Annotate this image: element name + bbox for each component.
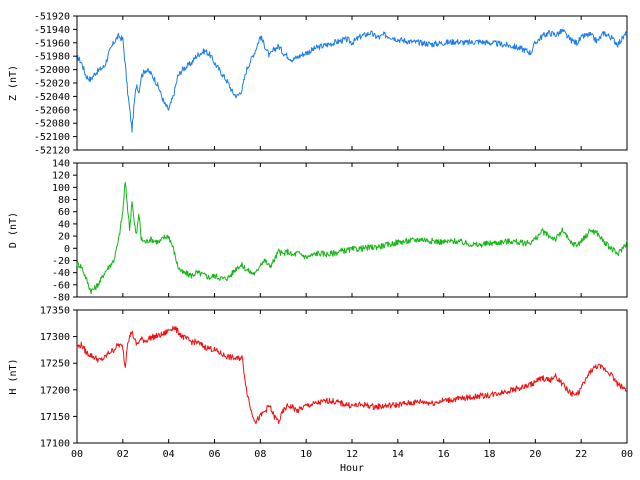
h-x-tick-label: 22 bbox=[575, 449, 587, 460]
d-y-tick-label: 120 bbox=[52, 171, 70, 182]
h-x-tick-label: 14 bbox=[392, 449, 404, 460]
z-y-tick-label: -51920 bbox=[34, 12, 70, 23]
z-y-tick-label: -51980 bbox=[34, 52, 70, 63]
z-y-tick-label: -52000 bbox=[34, 65, 70, 76]
h-x-tick-label: 18 bbox=[483, 449, 495, 460]
h-y-tick-label: 17150 bbox=[40, 412, 70, 423]
d-y-tick-label: 80 bbox=[58, 195, 70, 206]
d-y-axis-title: D (nT) bbox=[8, 212, 19, 248]
h-x-tick-label: 10 bbox=[300, 449, 312, 460]
h-plot-frame bbox=[76, 309, 628, 444]
z-y-tick-label: -51940 bbox=[34, 25, 70, 36]
d-series-line bbox=[76, 182, 628, 295]
h-x-tick-label: 00 bbox=[621, 449, 633, 460]
h-y-tick-label: 17300 bbox=[40, 332, 70, 343]
h-x-tick-label: 12 bbox=[346, 449, 358, 460]
d-y-tick-label: -20 bbox=[52, 256, 70, 267]
z-y-tick-label: -52060 bbox=[34, 105, 70, 116]
d-y-tick-label: -60 bbox=[52, 280, 70, 291]
d-y-tick-label: 40 bbox=[58, 219, 70, 230]
z-y-tick-label: -52100 bbox=[34, 132, 70, 143]
z-y-tick-label: -52120 bbox=[34, 146, 70, 157]
z-panel: -51920 -51940 -51960 -51980 -52000 -52020 -520… bbox=[8, 12, 628, 157]
z-y-tick-label: -52080 bbox=[34, 119, 70, 130]
z-y-tick-label: -52040 bbox=[34, 92, 70, 103]
z-y-axis-title: Z (nT) bbox=[8, 65, 19, 101]
z-y-tick-label: -51960 bbox=[34, 38, 70, 49]
h-y-tick-label: 17100 bbox=[40, 439, 70, 450]
h-y-tick-label: 17200 bbox=[40, 385, 70, 396]
d-y-tick-label: -80 bbox=[52, 293, 70, 304]
z-y-tick-label: -52020 bbox=[34, 79, 70, 90]
h-y-tick-label: 17350 bbox=[40, 306, 70, 317]
h-y-tick-label: 17250 bbox=[40, 359, 70, 370]
h-series-line bbox=[76, 325, 628, 425]
h-y-axis-title: H (nT) bbox=[8, 358, 19, 394]
z-series-line bbox=[76, 28, 628, 133]
x-axis-title: Hour bbox=[340, 463, 364, 474]
d-y-tick-label: 100 bbox=[52, 183, 70, 194]
d-y-tick-label: 20 bbox=[58, 232, 70, 243]
h-x-tick-label: 02 bbox=[117, 449, 129, 460]
h-x-tick-label: 06 bbox=[208, 449, 220, 460]
d-y-tick-label: 0 bbox=[64, 244, 70, 255]
h-x-tick-label: 00 bbox=[71, 449, 83, 460]
d-y-tick-label: -40 bbox=[52, 268, 70, 279]
d-plot-frame bbox=[76, 162, 628, 298]
h-x-tick-label: 04 bbox=[163, 449, 175, 460]
d-y-tick-label: 140 bbox=[52, 159, 70, 170]
d-y-tick-label: 60 bbox=[58, 207, 70, 218]
h-x-tick-label: 16 bbox=[438, 449, 450, 460]
h-x-tick-label: 08 bbox=[254, 449, 266, 460]
h-x-tick-label: 20 bbox=[529, 449, 541, 460]
